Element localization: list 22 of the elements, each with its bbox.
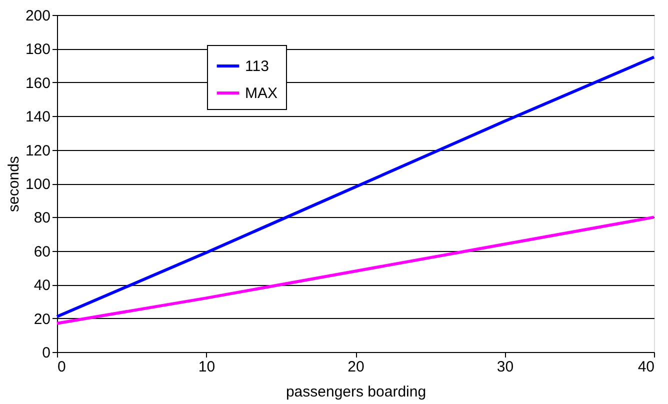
- y-tick-label: 140: [25, 108, 50, 126]
- y-tick-label: 60: [34, 243, 50, 260]
- y-tick-label: 100: [25, 176, 50, 193]
- y-axis-title: seconds: [5, 156, 22, 212]
- legend-label: 113: [245, 58, 269, 75]
- x-tick-label: 20: [348, 358, 364, 376]
- x-tick-label: 30: [496, 358, 514, 376]
- y-tick-label: 20: [34, 310, 50, 328]
- y-tick-label: 80: [34, 210, 50, 227]
- legend-label: MAX: [245, 85, 278, 102]
- line-series: [56, 56, 656, 318]
- x-tick-label: 40: [638, 358, 654, 376]
- x-axis-title: passengers boarding: [286, 384, 426, 400]
- y-tick-label: 200: [25, 8, 50, 24]
- y-tick-label: 0: [42, 344, 50, 362]
- y-tick-label: 180: [25, 41, 50, 58]
- x-tick-label: 0: [58, 358, 66, 376]
- line-series: [56, 216, 656, 325]
- x-tick-label: 10: [198, 358, 216, 376]
- y-tick-label: 40: [34, 277, 50, 294]
- y-tick-label: 120: [25, 142, 50, 160]
- y-tick-label: 160: [25, 74, 50, 92]
